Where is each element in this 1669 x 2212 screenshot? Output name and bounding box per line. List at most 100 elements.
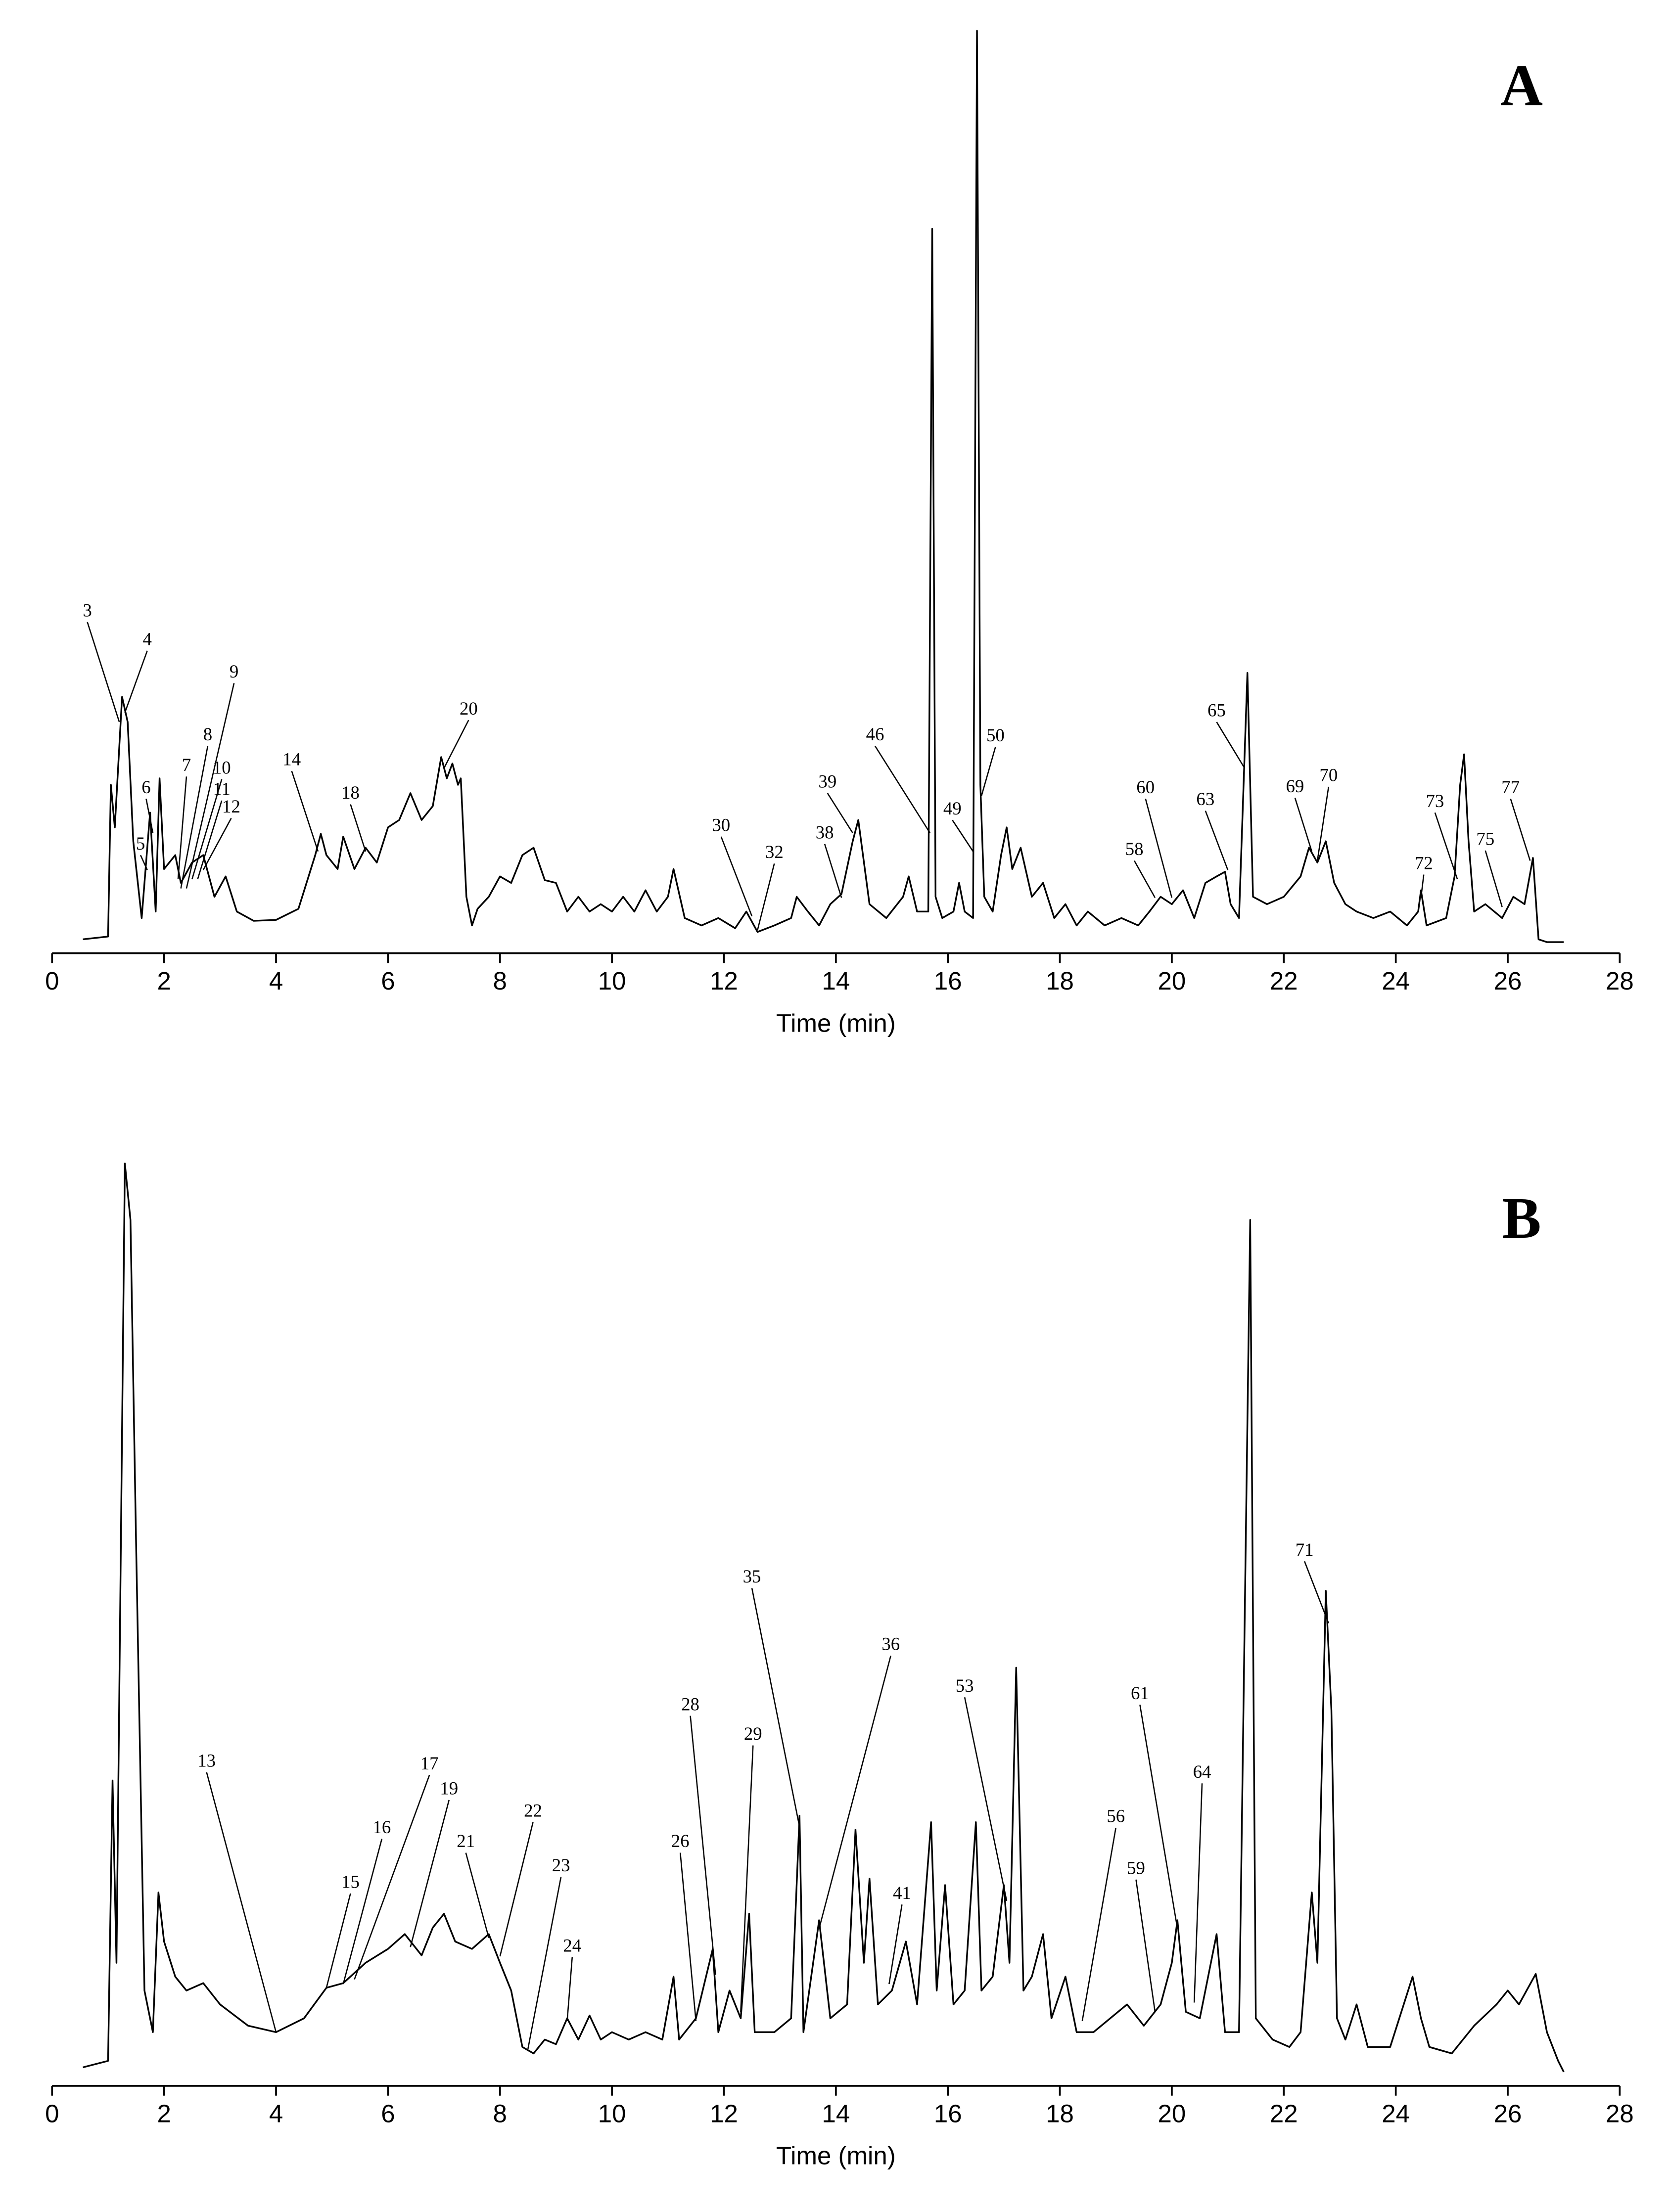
peak-leader [757, 863, 775, 931]
peak-label: 60 [1136, 777, 1155, 797]
x-tick-label: 26 [1494, 967, 1522, 995]
peak-label: 73 [1426, 791, 1444, 811]
peak-label: 8 [203, 724, 212, 744]
peak-leader [827, 793, 853, 834]
peak-leader [690, 1715, 716, 1975]
x-tick-label: 12 [710, 967, 738, 995]
peak-label: 28 [681, 1694, 699, 1714]
peak-leader [874, 745, 931, 834]
peak-leader [1510, 798, 1531, 861]
peak-leader [1133, 860, 1156, 898]
x-tick-label: 22 [1270, 967, 1298, 995]
x-tick-label: 28 [1606, 967, 1634, 995]
x-tick-label: 6 [381, 967, 395, 995]
peak-leader [1303, 1561, 1330, 1624]
peak-label: 59 [1127, 1857, 1145, 1878]
peak-leader [1484, 850, 1503, 907]
peak-label: 4 [142, 629, 151, 649]
x-tick-label: 18 [1046, 2100, 1074, 2128]
peak-leader [952, 819, 974, 852]
peak-leader [1135, 1879, 1156, 2012]
peak-leader [124, 650, 148, 713]
peak-leader [443, 720, 469, 768]
peak-label: 38 [816, 822, 834, 843]
peak-leader [465, 1852, 490, 1938]
x-tick-label: 8 [493, 967, 507, 995]
peak-label: 56 [1107, 1806, 1125, 1826]
peak-label: 75 [1476, 829, 1494, 849]
peak-leader [1316, 786, 1330, 861]
peak-label: 63 [1196, 789, 1214, 809]
peak-label: 36 [881, 1634, 900, 1654]
peak-leader [566, 1957, 573, 2022]
peak-leader [180, 746, 209, 889]
peak-leader [185, 683, 235, 889]
x-tick-label: 16 [934, 2100, 962, 2128]
peak-leader [342, 1839, 383, 1985]
peak-leader [888, 1904, 903, 1985]
peak-leader [964, 1697, 1008, 1901]
peak-leader [720, 836, 753, 917]
x-tick-label: 2 [157, 2100, 171, 2128]
peak-leader [1420, 874, 1425, 898]
peak-leader [1193, 1783, 1203, 2003]
peak-leader [410, 1800, 450, 1947]
peak-leader [980, 747, 996, 796]
x-tick-label: 16 [934, 967, 962, 995]
x-tick-label: 20 [1158, 2100, 1186, 2128]
x-tick-label: 14 [822, 2100, 850, 2128]
chromatogram-trace [83, 30, 1564, 943]
peak-label: 71 [1296, 1539, 1314, 1560]
peak-label: 41 [893, 1883, 911, 1903]
peak-label: 22 [524, 1800, 542, 1820]
peak-leader [751, 1588, 800, 1827]
peak-label: 15 [341, 1872, 360, 1892]
peak-leader [740, 1745, 754, 2012]
peak-leader [354, 1774, 430, 1980]
peak-label: 50 [986, 725, 1005, 745]
peak-leader [499, 1822, 534, 1957]
peak-label: 7 [182, 755, 191, 775]
peak-label: 65 [1207, 700, 1226, 721]
peak-label: 23 [552, 1855, 570, 1875]
x-tick-label: 4 [269, 967, 283, 995]
peak-label: 30 [712, 815, 730, 835]
x-tick-label: 10 [598, 2100, 626, 2128]
peak-label: 64 [1193, 1761, 1211, 1782]
peak-label: 72 [1415, 853, 1433, 873]
peak-label: 77 [1501, 777, 1520, 797]
peak-leader [291, 770, 319, 852]
peak-label: 53 [956, 1675, 974, 1696]
peak-label: 32 [765, 842, 784, 862]
peak-label: 58 [1125, 839, 1144, 859]
x-tick-label: 24 [1382, 967, 1410, 995]
peak-leader [87, 622, 120, 722]
peak-leader [1145, 798, 1173, 898]
peak-label: 46 [866, 724, 884, 744]
x-tick-label: 14 [822, 967, 850, 995]
x-tick-label: 4 [269, 2100, 283, 2128]
peak-leader [191, 779, 223, 880]
peak-leader [206, 1772, 277, 2032]
peak-label: 6 [141, 777, 150, 797]
x-tick-label: 22 [1270, 2100, 1298, 2128]
peak-leader [1205, 811, 1229, 870]
peak-label: 3 [83, 600, 92, 621]
panel-label: B [1502, 1185, 1541, 1251]
x-tick-label: 24 [1382, 2100, 1410, 2128]
x-tick-label: 28 [1606, 2100, 1634, 2128]
peak-label: 35 [743, 1566, 761, 1586]
peak-label: 10 [213, 758, 231, 778]
peak-label: 17 [420, 1753, 439, 1773]
peak-leader [1294, 797, 1313, 852]
x-tick-label: 12 [710, 2100, 738, 2128]
peak-label: 49 [943, 798, 962, 818]
chromatogram-trace [83, 1162, 1565, 2073]
peak-leader [1081, 1827, 1116, 2022]
peak-label: 29 [744, 1723, 762, 1744]
x-tick-label: 10 [598, 967, 626, 995]
x-axis-title: Time (min) [776, 2142, 896, 2170]
